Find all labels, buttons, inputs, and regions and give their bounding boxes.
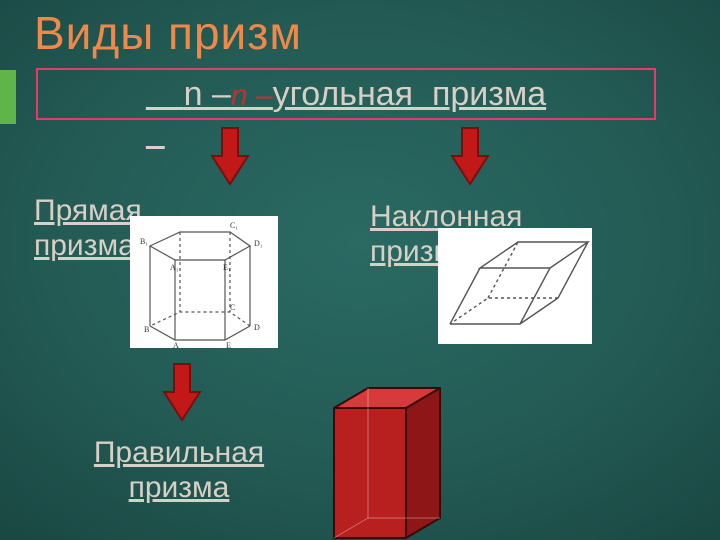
svg-text:C: C <box>230 303 235 312</box>
subtitle-part2: угольная призма <box>273 75 547 113</box>
svg-text:B: B <box>144 325 149 334</box>
oblique-prism-diagram <box>438 228 592 344</box>
subtitle-box: n –n –угольная призма <box>36 68 656 120</box>
regular-prism-3d-icon <box>328 378 448 540</box>
svg-text:B₁: B₁ <box>140 237 148 246</box>
svg-text:E: E <box>226 341 231 348</box>
label-regular-prism: Правильная призма <box>64 436 294 505</box>
arrow-down-icon <box>450 126 490 186</box>
label-straight-prism: Прямая призма <box>34 194 142 263</box>
arrow-down-icon <box>162 362 202 422</box>
svg-text:A: A <box>173 341 179 348</box>
accent-bar <box>0 70 16 124</box>
svg-text:D₁: D₁ <box>254 239 263 248</box>
svg-text:E₁: E₁ <box>223 263 231 272</box>
svg-text:A₁: A₁ <box>170 263 179 272</box>
svg-text:C₁: C₁ <box>230 221 238 230</box>
subtitle-part1: n – <box>184 75 231 113</box>
svg-text:D: D <box>254 323 260 332</box>
subtitle-n-red: n – <box>231 79 273 112</box>
hexagonal-prism-diagram: B A E D C B₁ A₁ D₁ C₁ E₁ <box>130 216 278 348</box>
arrow-down-icon <box>210 126 250 186</box>
